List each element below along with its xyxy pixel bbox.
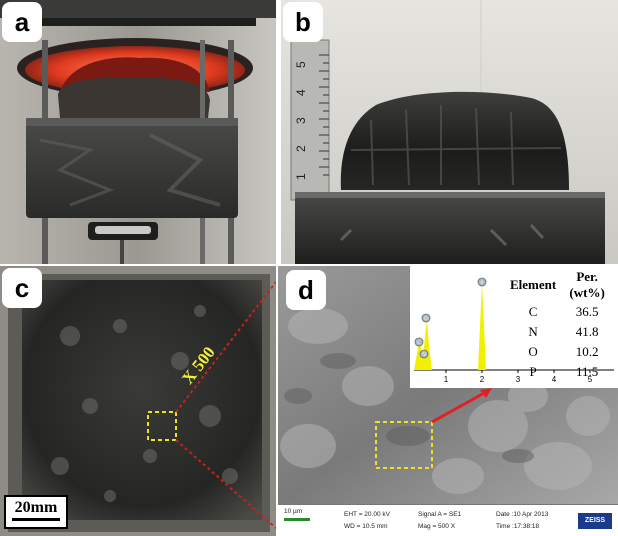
panel-label-b: b — [283, 2, 323, 42]
panel-label-d: d — [286, 270, 326, 310]
zeiss-logo: ZEISS — [578, 513, 612, 529]
table-row: N 41.8 — [528, 324, 599, 339]
eds-spectrum-inset: C N O P 1 2 3 4 5 Element Per. (wt%) — [410, 266, 618, 388]
panel-d-sem: C N O P 1 2 3 4 5 Element Per. (wt%) — [278, 266, 618, 536]
scale-bar-line — [12, 518, 60, 521]
ruler-digit-4: 4 — [294, 89, 308, 96]
svg-text:2: 2 — [480, 375, 485, 384]
panel-label-c: c — [2, 268, 42, 308]
peak-p — [478, 284, 486, 370]
scale-bar-label: 20mm — [14, 499, 58, 516]
svg-text:C: C — [417, 341, 421, 346]
panel-b-photo: 5 4 3 2 1 b — [281, 0, 618, 264]
eds-header-element: Element — [510, 277, 557, 292]
svg-text:3: 3 — [516, 375, 521, 384]
eds-header-percent: Per. (wt%) — [569, 269, 605, 300]
heater-photo — [0, 0, 276, 264]
table-row: C 36.5 — [528, 304, 599, 319]
ruler-digit-2: 2 — [294, 145, 308, 152]
sem-scale-bar — [284, 518, 310, 521]
svg-text:N: N — [422, 353, 426, 358]
selection-box-c — [147, 411, 177, 441]
peak-c — [414, 336, 424, 370]
svg-text:P: P — [481, 281, 484, 286]
char-residue-photo: 5 4 3 2 1 — [281, 0, 618, 264]
zoom-guide-line-bottom — [175, 439, 276, 529]
sem-signal: Signal A = SE1 — [418, 511, 462, 518]
panel-label-a: a — [2, 2, 42, 42]
sem-info-bar: 10 µm EHT = 20.00 kV WD = 10.5 mm Signal… — [278, 504, 618, 536]
ruler-digit-1: 1 — [294, 173, 308, 180]
svg-text:4: 4 — [552, 375, 557, 384]
char-top-view-photo — [0, 266, 276, 536]
peak-o — [422, 320, 432, 370]
table-row: P 11.5 — [529, 364, 599, 379]
svg-text:5: 5 — [588, 375, 593, 384]
sem-date: Date :10 Apr 2013 — [496, 511, 549, 518]
sem-time: Time :17:38:18 — [496, 523, 540, 530]
svg-text:1: 1 — [444, 375, 449, 384]
panel-a-photo: a — [0, 0, 276, 264]
svg-text:O: O — [424, 317, 428, 322]
eds-composition-table: Element Per. (wt%) C 36.5 N 41.8 O 10.2 — [508, 268, 616, 382]
sem-eht: EHT = 20.00 kV — [344, 511, 390, 518]
table-row: O 10.2 — [528, 344, 599, 359]
arrow-head-icon — [480, 388, 492, 398]
eds-spectrum-chart: C N O P 1 2 — [414, 277, 510, 384]
scale-bar: 20mm — [4, 495, 68, 529]
sem-wd: WD = 10.5 mm — [344, 523, 388, 530]
sem-mag: Mag = 500 X — [418, 523, 456, 530]
panel-c-photo: c X 500 20mm — [0, 266, 276, 536]
ruler-digit-3: 3 — [294, 117, 308, 124]
eds-axis-extension: 3 4 5 — [510, 369, 614, 384]
eds-pointer-arrow — [431, 390, 487, 424]
ruler-digit-5: 5 — [294, 61, 308, 68]
sem-scale-label: 10 µm — [284, 508, 303, 515]
selection-box-d — [375, 421, 433, 469]
